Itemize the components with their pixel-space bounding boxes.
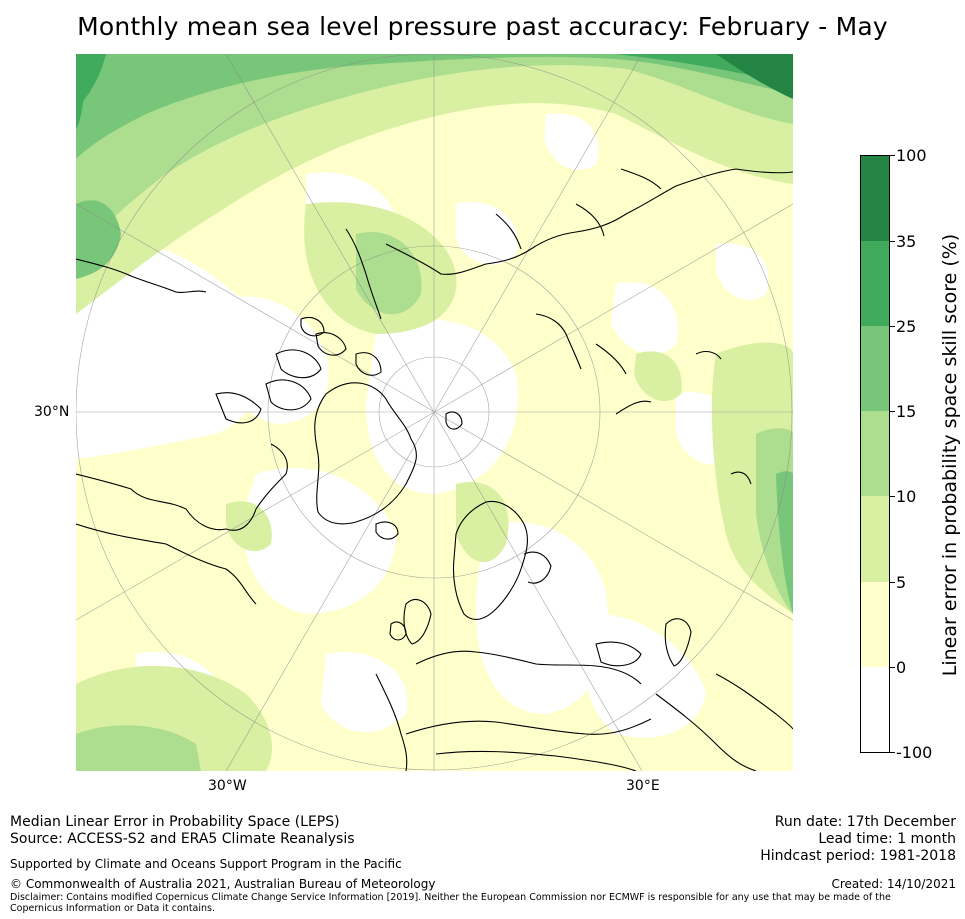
colorbar: 100 35 25 15 10 5 0 -100 (860, 148, 932, 761)
lon-label-30e: 30°E (626, 778, 660, 794)
colorbar-frame (860, 155, 890, 753)
footer-source-line: Source: ACCESS-S2 and ERA5 Climate Reana… (10, 831, 355, 847)
colorbar-title: Linear error in probability space skill … (939, 233, 961, 677)
colorbar-tick (890, 582, 895, 583)
chart-title: Monthly mean sea level pressure past acc… (77, 12, 888, 41)
colorbar-tick (890, 326, 895, 327)
lon-label-30w: 30°W (208, 778, 247, 794)
colorbar-bin-35-100 (860, 155, 890, 241)
colorbar-tick (890, 411, 895, 412)
colorbar-tick (890, 752, 895, 753)
colorbar-tick-label: 100 (896, 146, 927, 165)
polar-skill-map (76, 54, 793, 771)
colorbar-tick (890, 155, 895, 156)
footer-hindcast: Hindcast period: 1981-2018 (760, 848, 956, 864)
colorbar-tick-label: -100 (896, 743, 933, 762)
footer-copyright: © Commonwealth of Australia 2021, Austra… (10, 877, 436, 891)
skill-region-white (76, 113, 769, 738)
colorbar-bin-25-35 (860, 241, 890, 326)
lat-label-30n: 30°N (34, 404, 70, 420)
colorbar-bin-10-15 (860, 411, 890, 496)
graticule (76, 54, 793, 771)
colorbar-tick-label: 35 (896, 232, 917, 251)
footer-run-date: Run date: 17th December (774, 814, 956, 830)
coastlines (76, 168, 793, 771)
colorbar-bin-neg100-0 (860, 667, 890, 753)
colorbar-tick-label: 0 (896, 658, 907, 677)
footer-created: Created: 14/10/2021 (831, 877, 956, 891)
colorbar-tick-label: 15 (896, 402, 917, 421)
map-canvas (76, 54, 793, 771)
footer-lead-time: Lead time: 1 month (818, 831, 956, 847)
colorbar-bin-15-25 (860, 326, 890, 411)
colorbar-tick-label: 5 (896, 573, 907, 592)
colorbar-bin-0-5 (860, 582, 890, 667)
colorbar-tick (890, 667, 895, 668)
footer-leps-line: Median Linear Error in Probability Space… (10, 814, 340, 830)
footer-support-line: Supported by Climate and Oceans Support … (10, 857, 402, 871)
colorbar-tick-label: 25 (896, 317, 917, 336)
colorbar-bin-5-10 (860, 496, 890, 582)
colorbar-tick (890, 241, 895, 242)
footer-disclaimer: Disclaimer: Contains modified Copernicus… (10, 892, 891, 914)
colorbar-tick (890, 496, 895, 497)
skill-region-35-100 (716, 54, 793, 99)
colorbar-tick-label: 10 (896, 487, 917, 506)
